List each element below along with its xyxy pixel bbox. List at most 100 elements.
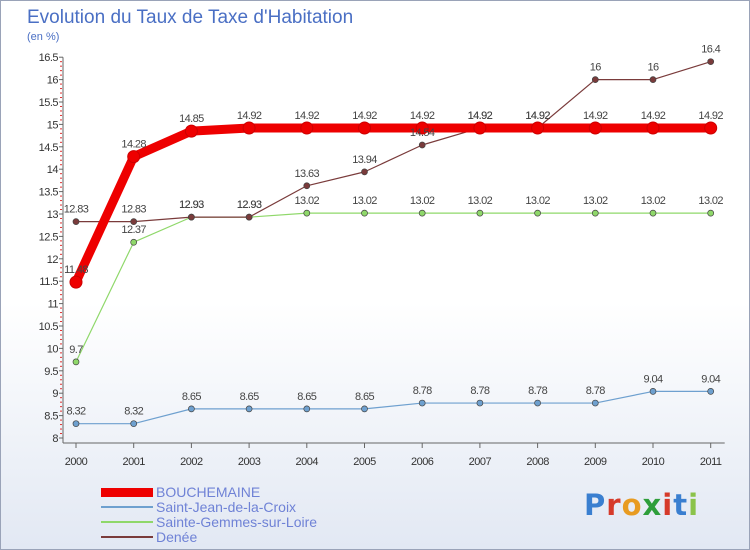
data-label: 8.78 [470,385,489,397]
data-point [646,121,660,135]
data-label: 14.92 [583,110,608,122]
data-label: 13.02 [583,195,608,207]
y-minor-tick [60,294,62,296]
data-label: 12.83 [121,204,146,216]
data-label: 14.92 [352,110,377,122]
y-minor-tick [60,204,62,206]
data-point [188,405,195,413]
data-point [704,121,718,135]
y-minor-tick [60,352,62,354]
series-line [71,123,711,284]
x-tick-label: 2007 [469,456,492,468]
y-minor-tick [60,150,62,152]
data-label: 14.92 [525,110,550,122]
data-point [531,121,545,135]
y-minor-tick [60,356,62,358]
y-minor-tick [60,155,62,157]
y-minor-tick [60,419,62,421]
data-label: 14.92 [410,110,435,122]
data-label: 14.92 [468,110,493,122]
y-minor-tick [60,240,62,242]
data-label: 9.04 [643,373,662,385]
x-tick-label: 2001 [122,456,145,468]
data-point [130,218,138,225]
data-label: 8.65 [240,391,259,403]
data-point [476,399,484,407]
y-minor-tick [60,433,62,435]
data-label: 16.4 [701,44,720,56]
data-label: 8.32 [66,406,85,418]
data-label: 12.93 [179,199,204,211]
y-tick-label: 13.5 [39,187,59,199]
data-point [591,76,599,83]
x-tick-label: 2000 [65,456,88,468]
series-line [76,390,711,425]
data-point [361,209,368,217]
y-minor-tick [60,276,62,278]
legend-label: BOUCHEMAINE [156,484,261,500]
y-tick-label: 12.5 [39,231,59,243]
legend-swatch [101,536,153,538]
y-minor-tick [60,361,62,363]
data-label: 12.93 [237,199,262,211]
data-point [303,182,311,190]
data-label: 14.92 [295,110,320,122]
data-point [358,121,371,135]
x-tick-label: 2010 [642,456,665,468]
y-minor-tick [60,267,62,269]
y-minor-tick [60,141,62,143]
proxiti-logo: Proxiti [584,488,700,522]
y-minor-tick [60,338,62,340]
y-tick-label: 8.5 [44,411,58,423]
series-line [76,61,711,223]
y-tick-label: 14 [47,164,59,176]
data-label: 16 [590,62,602,74]
y-tick-label: 9.5 [44,366,58,378]
y-minor-tick [60,374,62,376]
data-point [127,150,141,164]
y-minor-tick [60,110,62,112]
y-minor-tick [60,70,62,72]
data-label: 8.32 [124,406,143,418]
data-label: 13.94 [352,154,377,166]
y-minor-tick [60,92,62,94]
legend-label: Saint-Jean-de-la-Croix [156,499,297,515]
y-minor-tick [60,88,62,90]
data-point [245,213,253,221]
y-minor-tick [60,83,62,85]
data-label: 13.02 [698,195,723,207]
y-minor-tick [60,383,62,385]
data-point [707,388,715,395]
data-label: 16 [647,62,659,74]
y-tick-label: 12 [47,254,59,266]
data-point [303,405,311,413]
y-minor-tick [60,182,62,184]
data-label: 12.93 [237,199,262,211]
x-tick-label: 2005 [353,456,376,468]
data-point [476,209,484,217]
unit-label: (en %) [27,31,60,43]
data-label: 14.92 [237,110,262,122]
y-minor-tick [60,406,62,408]
data-point [415,121,429,135]
data-label: 12.83 [64,204,89,216]
y-minor-tick [60,114,62,116]
y-minor-tick [60,271,62,273]
y-minor-tick [60,289,62,291]
y-tick-label: 13 [47,209,59,221]
y-minor-tick [60,231,62,233]
y-minor-tick [60,164,62,166]
data-point [591,399,599,407]
y-tick-label: 11.5 [39,276,58,288]
y-minor-tick [60,65,62,67]
y-tick-label: 10.5 [39,321,59,333]
data-point [707,209,715,217]
y-minor-tick [60,159,62,161]
y-minor-tick [60,334,62,336]
data-label: 13.02 [295,195,320,207]
data-label: 8.78 [413,385,432,397]
legend-swatch [101,506,153,508]
data-label: 9.7 [69,344,83,356]
